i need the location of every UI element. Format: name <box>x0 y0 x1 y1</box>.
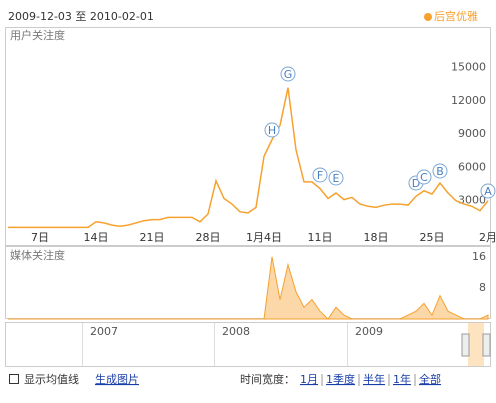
annotation: E <box>333 172 340 185</box>
annotation-marker <box>416 169 432 185</box>
annotation-marker <box>480 183 496 199</box>
annotation: H <box>268 124 276 137</box>
year-label: 2009 <box>355 325 383 338</box>
annotation: G <box>284 68 293 81</box>
y-tick-label: 6000 <box>458 160 486 173</box>
chart-title: 媒体关注度 <box>10 248 65 262</box>
media-frame <box>5 246 491 319</box>
line <box>8 87 489 229</box>
chart-title: 用户关注度 <box>10 28 65 42</box>
legend-dot <box>424 13 432 21</box>
y-tick-label: 15000 <box>451 61 486 74</box>
annotation-marker <box>432 163 448 179</box>
annotation-marker <box>280 66 296 82</box>
x-tick-label: 28日 <box>196 231 221 244</box>
width-link[interactable]: 1季度 <box>326 372 355 386</box>
legend-label: 后宫优雅 <box>434 9 478 23</box>
annotation: F <box>317 169 323 182</box>
annotation: D <box>412 177 420 190</box>
y-tick-label: 16 <box>472 250 486 263</box>
year-label: 2008 <box>222 325 250 338</box>
width-link[interactable]: 全部 <box>419 372 441 386</box>
x-tick-label: 1月4日 <box>246 231 282 244</box>
x-tick-label: 2月 <box>479 231 496 244</box>
year-label: 2007 <box>90 325 118 338</box>
x-tick-label: 14日 <box>84 231 109 244</box>
x-tick-label: 7日 <box>31 231 49 244</box>
annotation: C <box>420 171 428 184</box>
annotation-marker <box>312 167 328 183</box>
checkbox[interactable] <box>9 374 19 384</box>
window <box>468 323 484 366</box>
y-tick-label: 9000 <box>458 127 486 140</box>
y-tick-label: 12000 <box>451 94 486 107</box>
avg-toggle[interactable]: 显示均值线 <box>24 372 79 386</box>
x-tick-label: 21日 <box>140 231 165 244</box>
export-link[interactable]: 生成图片 <box>95 372 139 386</box>
x-tick-label: 18日 <box>364 231 389 244</box>
timeline[interactable] <box>5 322 491 367</box>
chart-frame <box>5 27 491 246</box>
width-link[interactable]: 1月 <box>300 373 318 386</box>
annotation: A <box>484 185 492 198</box>
annotation: B <box>436 165 444 178</box>
x-tick-label: 25日 <box>420 231 445 244</box>
handle[interactable] <box>461 333 470 357</box>
date-range: 2009-12-03 至 2010-02-01 <box>8 10 154 23</box>
width-label: 时间宽度： <box>240 372 295 386</box>
width-link[interactable]: 半年 <box>363 372 385 386</box>
annotation-marker <box>328 170 344 186</box>
width-links: 1月 1季度 半年 1年 全部 <box>300 372 441 386</box>
width-link[interactable]: 1年 <box>393 372 411 386</box>
y-tick-label: 8 <box>479 281 486 294</box>
annotation-marker <box>264 122 280 138</box>
y-tick-label: 3000 <box>458 194 486 207</box>
handle[interactable] <box>482 333 491 357</box>
x-tick-label: 11日 <box>308 231 333 244</box>
area <box>8 256 489 320</box>
